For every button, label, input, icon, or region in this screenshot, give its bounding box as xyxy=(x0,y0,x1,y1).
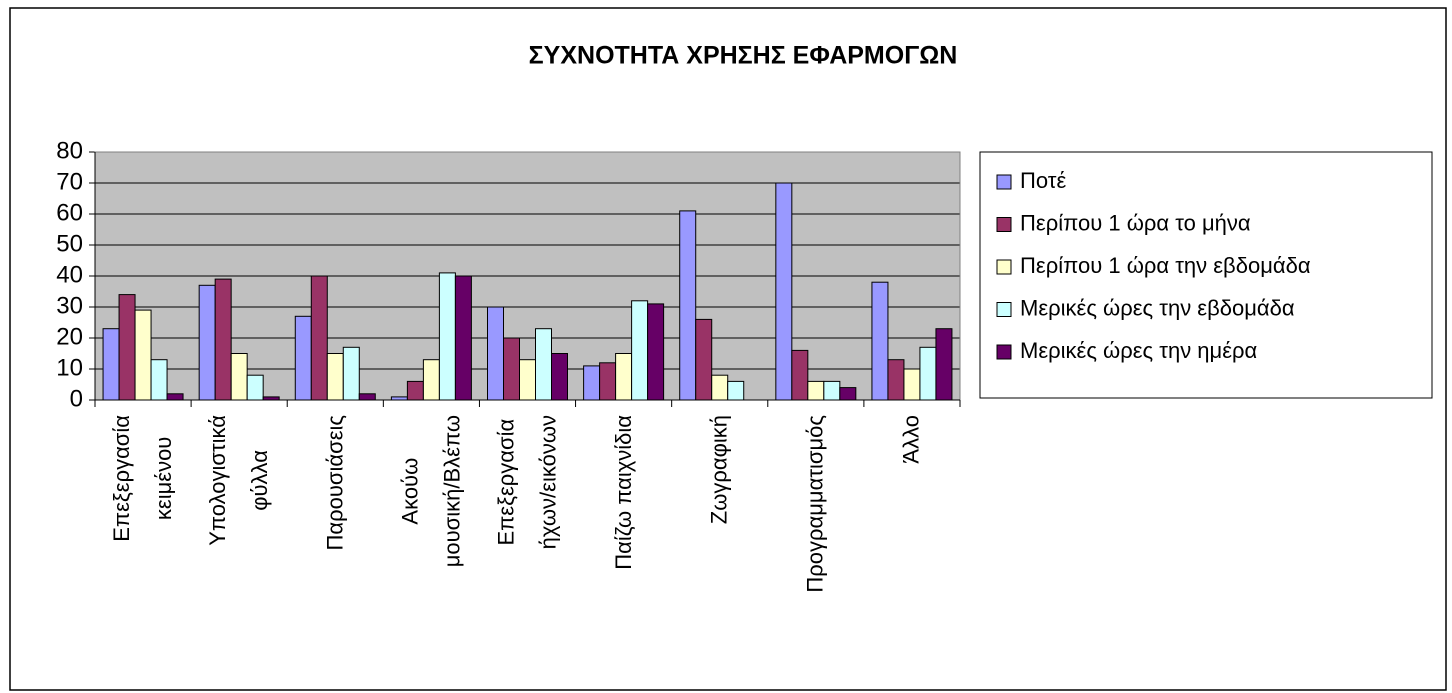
bar xyxy=(230,353,248,401)
bar xyxy=(887,359,905,401)
y-tick-label: 50 xyxy=(56,230,83,257)
bar xyxy=(807,380,825,401)
legend-swatch xyxy=(996,259,1012,275)
bar xyxy=(438,272,456,401)
x-tick-label: Παρουσιάσεις xyxy=(322,415,348,551)
bar xyxy=(711,374,729,401)
chart-title: ΣΥΧΝΟΤΗΤΑ ΧΡΗΣΗΣ ΕΦΑΡΜΟΓΩΝ xyxy=(529,42,958,70)
bar xyxy=(791,349,809,401)
bar xyxy=(647,303,665,401)
x-tick-label: Επεξεργασία κειμένου xyxy=(109,415,177,542)
y-tick-label: 80 xyxy=(56,137,83,164)
bar xyxy=(695,318,713,401)
bar xyxy=(919,346,937,401)
bar xyxy=(422,359,440,401)
bar xyxy=(519,359,536,401)
bar xyxy=(406,380,424,401)
y-tick-label: 40 xyxy=(56,261,83,288)
bar xyxy=(599,362,617,401)
bar xyxy=(342,346,360,401)
legend-box xyxy=(979,151,1433,399)
legend-label: Μερικές ώρες την ημέρα xyxy=(1020,338,1258,363)
bar xyxy=(150,359,168,401)
legend-label: Μερικές ώρες την εβδομάδα xyxy=(1020,295,1295,320)
x-tick-label: Επεξεργασία ήχων/εικόνων xyxy=(493,415,561,550)
bar xyxy=(679,210,697,401)
x-tick-label: Ζωγραφική xyxy=(706,415,732,525)
y-tick-label: 60 xyxy=(56,199,83,226)
bar xyxy=(358,393,376,401)
bar xyxy=(214,278,232,401)
bar xyxy=(326,353,344,401)
bar xyxy=(775,182,793,401)
legend-label: Ποτέ xyxy=(1020,168,1067,193)
legend-swatch xyxy=(996,302,1012,317)
bar xyxy=(583,365,601,401)
legend-label: Περίπου 1 ώρα την εβδομάδα xyxy=(1020,253,1311,278)
bar xyxy=(823,380,841,401)
x-tick-label: Παίζω παιχνίδια xyxy=(610,415,636,570)
bar xyxy=(903,368,921,401)
y-tick-label: 30 xyxy=(56,292,83,319)
bar xyxy=(535,328,552,401)
x-tick-label: Υπολογιστικά φύλλα xyxy=(205,415,273,546)
legend-label: Περίπου 1 ώρα το μήνα xyxy=(1020,210,1251,235)
bar xyxy=(134,309,152,401)
x-tick-label: Ακούω μουσική/Βλέπω xyxy=(397,415,465,568)
bar xyxy=(294,315,312,401)
bar xyxy=(166,393,184,401)
bar xyxy=(839,387,857,401)
x-tick-label: Άλλο xyxy=(898,415,924,464)
y-tick-label: 0 xyxy=(70,385,83,412)
bar xyxy=(310,275,328,401)
y-tick-label: 10 xyxy=(56,354,83,381)
bar xyxy=(118,294,136,401)
bar xyxy=(246,374,264,401)
bar xyxy=(198,284,216,401)
bar xyxy=(487,306,504,401)
bar xyxy=(102,328,120,401)
bar xyxy=(935,328,953,401)
bar xyxy=(503,337,520,401)
legend-swatch xyxy=(996,174,1012,190)
bar xyxy=(551,353,568,401)
x-tick-label: Προγραμματισμός xyxy=(802,415,828,593)
y-tick-label: 20 xyxy=(56,323,83,350)
bar xyxy=(615,353,633,401)
legend-swatch xyxy=(996,217,1012,232)
bar xyxy=(727,380,745,401)
bar xyxy=(454,275,472,401)
bar xyxy=(631,300,649,401)
y-tick-label: 70 xyxy=(56,168,83,195)
legend-swatch xyxy=(996,344,1012,360)
bar xyxy=(871,281,889,401)
